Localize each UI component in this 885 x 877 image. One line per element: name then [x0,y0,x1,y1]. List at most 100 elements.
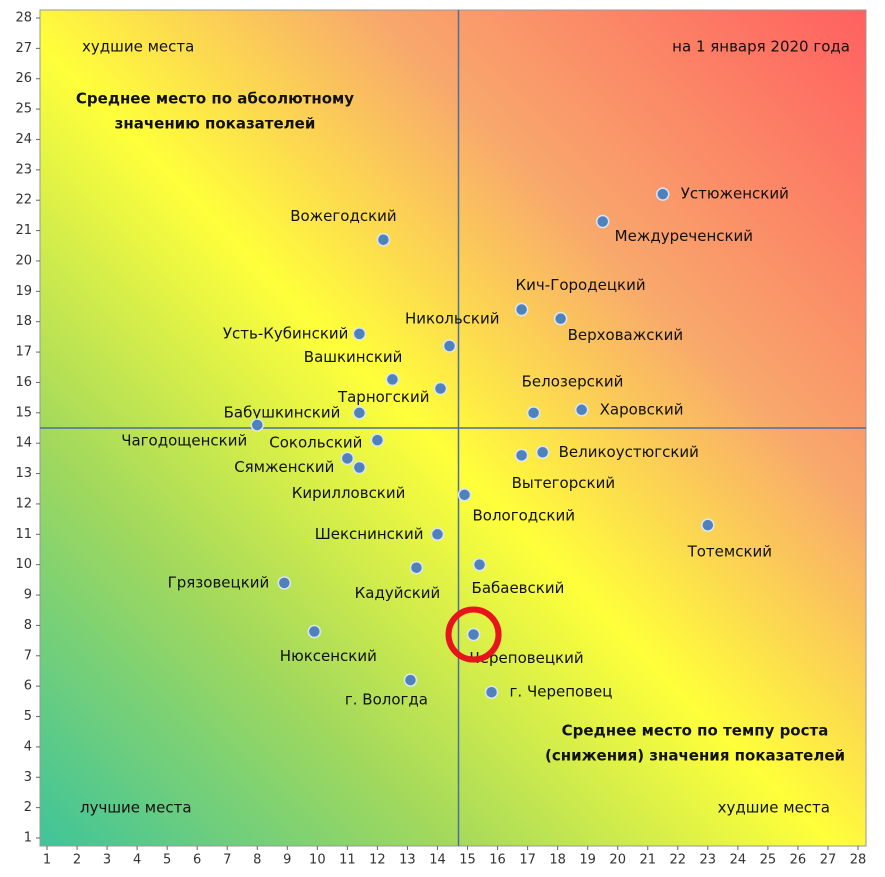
point-label: Вологодский [473,506,575,524]
x-tick-label: 9 [283,853,291,868]
point-label: Чагодощенский [121,431,247,449]
annotation: худшие места [718,799,830,817]
highlight-ring [445,606,502,663]
x-tick-label: 17 [519,853,536,868]
x-tick-label: 20 [609,853,626,868]
point [307,624,322,639]
y-tick-label: 2 [24,800,32,815]
y-tick-label: 7 [24,648,32,663]
y-tick-label: 8 [24,618,32,633]
point [376,232,391,247]
point [409,560,424,575]
y-tick-label: 27 [15,41,32,56]
y-tick-label: 1 [24,831,32,846]
point-label: г. Череповец [510,683,613,701]
point [526,406,541,420]
annotation: лучшие места [80,799,192,817]
point [430,527,445,542]
point-label: Вожегодский [290,207,396,225]
point [352,460,367,475]
x-tick-label: 13 [399,853,416,868]
point-label: Тарногский [337,388,430,406]
x-tick-label: 24 [730,853,747,868]
point-label: Никольский [405,310,500,328]
point [484,685,499,699]
y-tick-label: 10 [15,557,32,572]
y-tick-label: 18 [15,314,32,329]
point-label: Междуреченский [615,227,753,245]
point [553,311,568,326]
point-label: Верховажский [568,326,683,344]
point [250,418,265,432]
x-tick-label: 28 [850,853,867,868]
y-tick-label: 14 [15,436,32,451]
point-label: Череповецкий [470,649,584,667]
y-tick-label: 23 [15,162,32,177]
point-label: Бабаевский [472,579,565,597]
y-tick-label: 22 [15,193,32,208]
x-tick-label: 25 [760,853,777,868]
point-label: Усть-Кубинский [223,324,349,342]
x-tick-label: 11 [339,853,356,868]
point-label: Сокольский [269,434,362,452]
point [442,339,457,353]
x-tick-label: 1 [43,853,51,868]
point-label: Кирилловский [292,484,406,502]
point [457,488,472,502]
y-tick-label: 11 [15,527,32,542]
y-tick-label: 21 [15,223,32,238]
x-tick-label: 2 [73,853,81,868]
x-tick-label: 15 [459,853,476,868]
point [352,406,367,420]
point [370,433,385,447]
annotation: значению показателей [115,115,316,133]
y-tick-label: 24 [15,132,32,147]
point [403,673,418,687]
point [385,372,400,387]
x-tick-label: 7 [223,853,231,868]
y-tick-label: 17 [15,345,32,360]
x-tick-label: 16 [489,853,506,868]
y-tick-label: 5 [24,709,32,724]
y-tick-label: 16 [15,375,32,390]
point-label: Бабушкинский [224,403,341,421]
y-tick-label: 26 [15,71,32,86]
point-label: Харовский [600,400,684,418]
point [433,381,448,396]
point-label: Сямженский [234,458,334,476]
x-tick-label: 4 [133,853,141,868]
point [535,445,550,460]
x-tick-label: 14 [429,853,446,868]
point [277,576,292,590]
point-label: Грязовецкий [168,573,270,591]
x-tick-label: 27 [820,853,837,868]
point-label: Кич-Городецкий [516,276,646,294]
x-tick-label: 12 [369,853,386,868]
point [701,518,715,532]
y-tick-label: 4 [24,739,32,754]
point-label: Шекснинский [315,525,424,543]
annotation: (снижения) значения показателей [545,747,845,765]
point [514,448,529,463]
point-label: г. Вологда [345,691,428,709]
x-tick-label: 18 [549,853,566,868]
y-tick-label: 12 [15,496,32,511]
annotation: худшие места [82,38,194,56]
x-tick-label: 23 [700,853,717,868]
y-tick-label: 3 [24,770,32,785]
point-label: Тотемский [687,543,772,561]
x-tick-label: 10 [309,853,326,868]
y-tick-label: 28 [15,11,32,26]
x-tick-label: 22 [670,853,687,868]
point [472,557,487,572]
y-tick-label: 15 [15,405,32,420]
point [352,327,367,341]
x-tick-label: 3 [103,853,111,868]
point [466,627,481,642]
x-tick-label: 19 [579,853,596,868]
point-label: Вашкинский [304,348,403,366]
point [340,451,355,466]
point-label: Устюженский [681,185,789,203]
annotation: на 1 января 2020 года [672,38,850,56]
